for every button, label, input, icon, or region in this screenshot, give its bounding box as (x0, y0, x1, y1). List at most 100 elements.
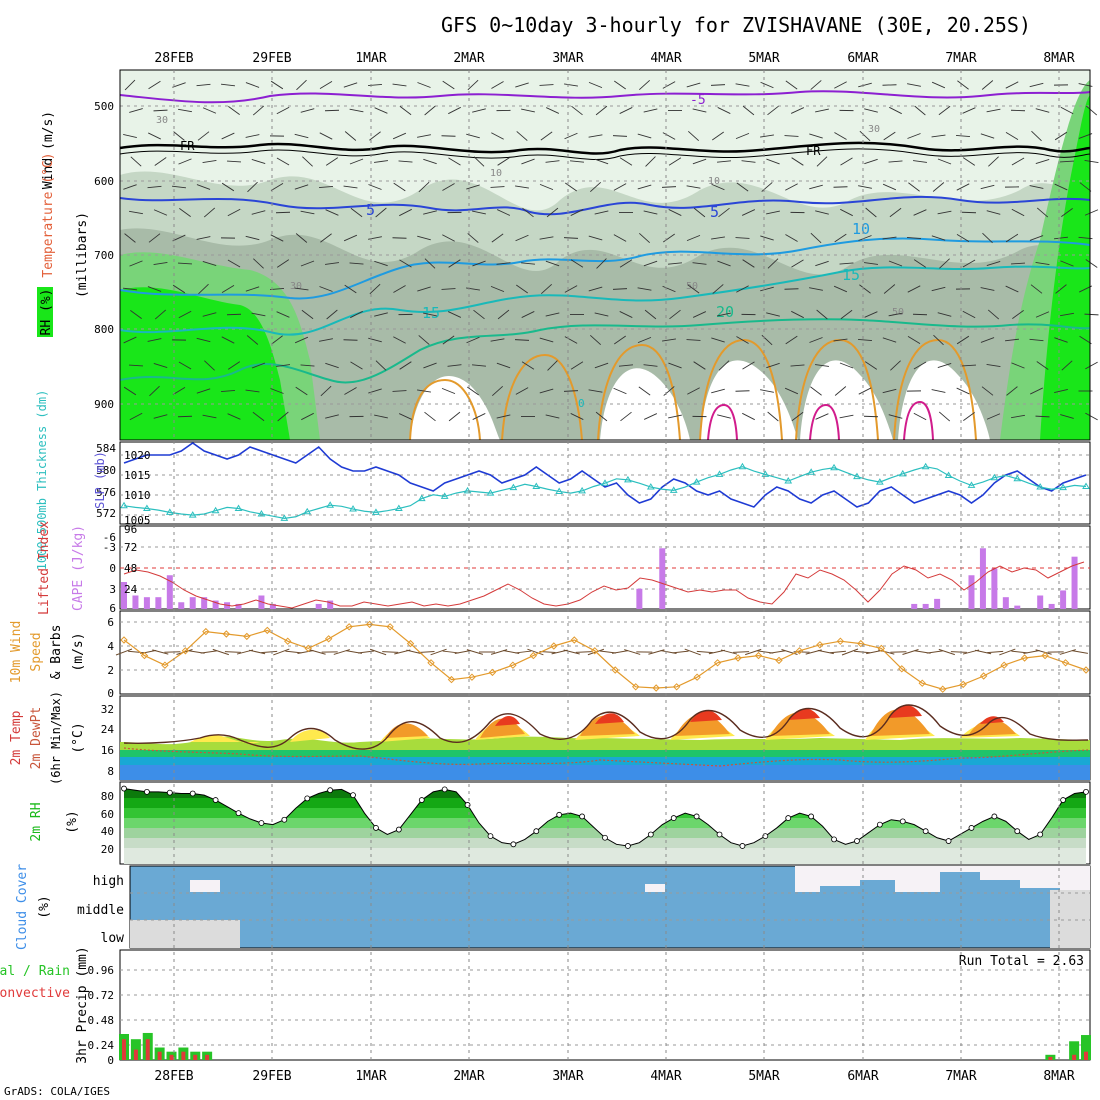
wind-barb (858, 82, 872, 88)
rh-marker (831, 836, 837, 843)
wind-barb (490, 285, 505, 293)
wind-barb (472, 413, 486, 420)
wind-barb (454, 650, 471, 654)
wind-barb (661, 186, 677, 188)
cape-lifted-panel: -6 -3 0 3 6 96 72 48 24 Lifted Index CAP… (37, 521, 1091, 615)
wind-barb (595, 411, 608, 422)
wind-barb (115, 648, 133, 656)
precip-tick: 0.48 (88, 1014, 115, 1027)
wind-speed-marker (734, 654, 742, 662)
rh-marker (899, 818, 906, 825)
contour-label: 30 (868, 124, 880, 135)
wind-barb (1023, 649, 1040, 655)
temp-contour-20 (119, 318, 1091, 384)
date-label: 28FEB (154, 51, 193, 66)
wind-barb (962, 157, 976, 166)
temp-contour-25 (409, 378, 481, 441)
thickness-marker (853, 472, 861, 480)
precip-convective-bar (157, 1051, 162, 1060)
wind-barb (733, 651, 750, 653)
wind-barb (614, 80, 626, 90)
wind-barb (956, 234, 970, 242)
wind-barb (637, 287, 652, 291)
wind-barb (1005, 285, 1019, 293)
thickness-marker (1013, 474, 1022, 482)
wind-barb (374, 260, 388, 267)
wind-barb (829, 650, 846, 654)
wind-barb (857, 338, 873, 342)
axis-label: (°C) (71, 722, 86, 753)
thickness-marker (120, 501, 128, 509)
wind-barb (448, 259, 461, 268)
thickness-marker (188, 511, 197, 518)
wind-barb (202, 261, 217, 266)
wind-barb (294, 336, 309, 344)
wind-barb (295, 386, 308, 396)
axis-label: Cloud Cover (15, 864, 30, 950)
axis-label: SLP (mb) (93, 451, 107, 509)
wind-barb (913, 209, 927, 216)
wind-speed-marker (509, 661, 517, 669)
wind-barb (692, 311, 707, 318)
wind-barb (448, 157, 461, 166)
wind-barb (546, 207, 559, 218)
wind-barb (986, 261, 1001, 266)
wind-barb (423, 362, 437, 369)
wind-barb (496, 262, 511, 265)
wind-barb (766, 210, 780, 215)
thickness-marker (486, 489, 495, 496)
wind-barb (668, 362, 682, 369)
wind-barb (760, 235, 774, 241)
slp-tick: 1020 (124, 449, 151, 462)
wind-barb (148, 233, 161, 243)
wind-barb (140, 649, 157, 655)
wind-barb (392, 132, 407, 140)
wind-barb (720, 649, 738, 655)
wind-barb (326, 309, 338, 320)
wind-barb (423, 158, 437, 165)
wind-barb (687, 130, 700, 142)
wind-barb (711, 183, 725, 191)
wind-barb (637, 336, 652, 344)
temp-contour-minus5 (119, 90, 1091, 104)
axis-label: Speed (29, 632, 44, 671)
wind-barb (172, 234, 186, 242)
precip-tick: 0.72 (88, 989, 115, 1002)
cape-bar (991, 568, 998, 609)
rh-tick: 40 (101, 825, 114, 838)
wind-barb (374, 160, 388, 163)
axis-label: Temperature (°C) (41, 152, 56, 277)
wind-barb (424, 105, 436, 116)
wind-barb (424, 258, 436, 269)
contour-label: 5 (710, 203, 719, 221)
wind-barb (270, 80, 284, 90)
wind-barb (178, 361, 192, 370)
wind-speed-marker (775, 656, 783, 665)
rh-marker (579, 813, 585, 820)
wind-barb (614, 335, 626, 345)
wind-barb (859, 130, 871, 142)
thickness-marker (875, 478, 884, 485)
wind-barb (612, 135, 628, 137)
wind-barb (938, 648, 955, 656)
wind-barb (545, 107, 560, 114)
wind-barb (273, 648, 290, 656)
thickness-tick: 572 (96, 507, 116, 520)
wind-barb (300, 210, 315, 215)
wind-barb (302, 156, 313, 167)
wind-barb (442, 335, 455, 345)
wind-barb (1011, 414, 1025, 419)
date-label: 29FEB (252, 51, 291, 66)
contour-label: 30 (290, 281, 302, 292)
wind-ylabel: & Barbs (49, 625, 64, 680)
wind-barb (1060, 312, 1074, 317)
wind-barb (907, 285, 921, 293)
wind-barb (643, 210, 658, 215)
rh-tick: 80 (101, 790, 114, 803)
run-total: Run Total = 2.63 (959, 954, 1084, 969)
thickness-marker (165, 508, 174, 515)
wind-barb (717, 260, 731, 267)
wind-barb (200, 650, 217, 654)
wind-barb (545, 312, 560, 317)
wind-barb (173, 131, 185, 141)
